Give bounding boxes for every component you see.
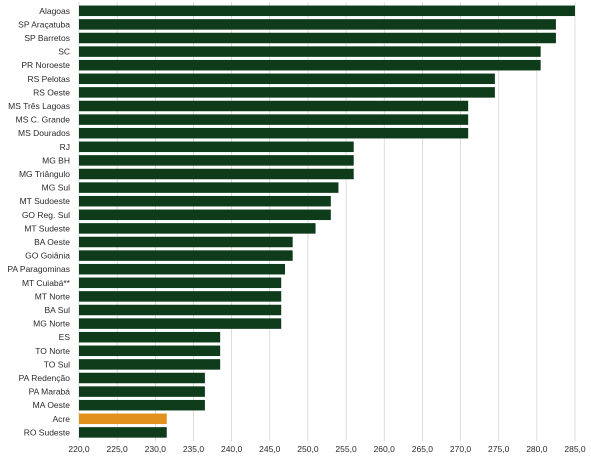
bar xyxy=(79,100,469,112)
bar xyxy=(79,195,331,207)
bar xyxy=(79,345,221,357)
bar xyxy=(79,73,495,85)
bar xyxy=(79,413,167,425)
category-label: PA Marabá xyxy=(29,387,71,397)
x-tick-label: 235,0 xyxy=(183,444,205,454)
x-tick-label: 250,0 xyxy=(297,444,319,454)
bar xyxy=(79,399,205,411)
bar xyxy=(79,5,575,17)
category-label: MT Sudoeste xyxy=(20,196,71,206)
category-label: SP Araçatuba xyxy=(18,19,70,29)
category-label: RO Sudeste xyxy=(24,427,71,437)
bar xyxy=(79,236,293,248)
x-tick-label: 285,0 xyxy=(564,444,586,454)
category-label: BA Oeste xyxy=(34,237,70,247)
category-label: PA Paragominas xyxy=(7,264,70,274)
x-tick-label: 280,0 xyxy=(526,444,548,454)
bar xyxy=(79,318,282,329)
bar xyxy=(79,372,205,384)
bar xyxy=(79,250,293,261)
category-label: MA Oeste xyxy=(33,400,71,410)
x-tick-label: 245,0 xyxy=(259,444,281,454)
category-label: MS Dourados xyxy=(18,128,70,138)
category-label: RS Oeste xyxy=(33,87,70,97)
x-tick-label: 220,0 xyxy=(68,444,90,454)
bars xyxy=(79,5,575,438)
category-label: MT Norte xyxy=(35,291,71,301)
x-tick-label: 275,0 xyxy=(488,444,510,454)
category-label: GO Goiânia xyxy=(25,251,70,261)
bar xyxy=(79,19,556,30)
bar xyxy=(79,127,469,139)
bar xyxy=(79,331,221,343)
bar xyxy=(79,386,205,397)
bar xyxy=(79,182,339,193)
category-label: MT Cuiabá** xyxy=(22,278,71,288)
category-label: ES xyxy=(59,332,71,342)
bar xyxy=(79,304,282,316)
bar xyxy=(79,359,221,370)
bar xyxy=(79,168,354,180)
bar xyxy=(79,427,167,438)
category-label: SP Barretos xyxy=(24,33,70,43)
category-label: RJ xyxy=(60,142,70,152)
x-axis-tick-labels: 220,0 225,0 230,0 235,0 240,0 245,0 250,0 255,0… xyxy=(68,444,586,454)
category-label: BA Sul xyxy=(44,305,70,315)
bar xyxy=(79,155,354,166)
category-label: PA Redenção xyxy=(19,373,71,383)
category-label: MT Sudeste xyxy=(24,223,70,233)
bar xyxy=(79,46,541,57)
category-label: PR Noroeste xyxy=(21,60,70,70)
category-label: MS C. Grande xyxy=(16,115,71,125)
bar xyxy=(79,291,282,302)
category-label: MG Triângulo xyxy=(19,169,70,179)
category-labels: Alagoas SP Araçatuba SP Barretos SC PR Noroe… xyxy=(7,6,70,438)
category-label: RS Pelotas xyxy=(27,74,70,84)
bar xyxy=(79,87,495,98)
x-tick-label: 255,0 xyxy=(335,444,357,454)
bar xyxy=(79,114,469,125)
category-label: MG Sul xyxy=(42,183,70,193)
bar xyxy=(79,277,282,289)
category-label: Acre xyxy=(53,414,71,424)
category-label: GO Reg. Sul xyxy=(22,210,70,220)
category-label: MG BH xyxy=(42,155,70,165)
category-label: SC xyxy=(58,47,70,57)
category-label: MG Norte xyxy=(33,319,70,329)
x-tick-label: 260,0 xyxy=(374,444,396,454)
x-tick-label: 225,0 xyxy=(107,444,129,454)
x-tick-label: 265,0 xyxy=(412,444,434,454)
x-tick-label: 230,0 xyxy=(145,444,167,454)
bar xyxy=(79,32,556,44)
category-label: MS Três Lagoas xyxy=(8,101,70,111)
bar xyxy=(79,223,316,234)
category-label: TO Norte xyxy=(35,346,70,356)
x-tick-label: 240,0 xyxy=(221,444,243,454)
x-tick-label: 270,0 xyxy=(450,444,472,454)
bar xyxy=(79,263,286,275)
category-label: Alagoas xyxy=(39,6,70,16)
bar xyxy=(79,141,354,153)
bar xyxy=(79,209,331,221)
category-label: TO Sul xyxy=(44,359,70,369)
bar xyxy=(79,59,541,71)
